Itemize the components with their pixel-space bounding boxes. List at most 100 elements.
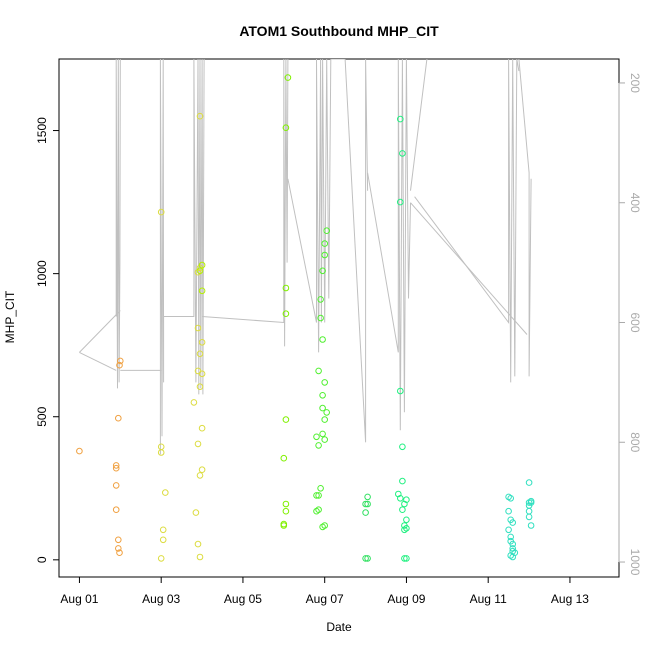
data-point: [280, 454, 288, 462]
data-point: [321, 379, 329, 386]
data-point: [196, 472, 204, 479]
data-point: [321, 240, 329, 247]
data-point: [157, 208, 165, 216]
y-tick-label: 1500: [35, 117, 49, 144]
right-tick-label: 1000: [628, 549, 642, 576]
data-point: [76, 447, 83, 455]
y-axis-label: MHP_CIT: [3, 290, 17, 343]
data-point: [112, 464, 120, 472]
line-series-segment: [410, 202, 528, 335]
y-tick-label: 500: [35, 406, 49, 426]
data-point: [509, 553, 517, 561]
data-point: [315, 367, 322, 375]
data-point: [196, 267, 204, 275]
data-point: [162, 489, 169, 496]
line-series-segment: [414, 59, 520, 383]
data-point: [313, 507, 320, 515]
data-point: [319, 267, 326, 275]
data-point: [319, 336, 326, 343]
data-point: [509, 540, 517, 548]
data-point: [403, 555, 410, 562]
x-tick-label: Aug 11: [470, 592, 507, 606]
data-point: [319, 430, 326, 438]
x-tick-label: Aug 09: [387, 592, 425, 606]
data-point: [364, 500, 371, 508]
data-point: [403, 516, 410, 524]
data-point: [196, 112, 204, 120]
data-point: [194, 440, 202, 448]
data-point: [282, 310, 290, 318]
data-point: [364, 493, 371, 501]
data-point: [284, 74, 292, 81]
data-point: [112, 506, 120, 514]
data-point: [399, 443, 406, 451]
line-series-segment: [202, 59, 289, 347]
data-point: [315, 442, 322, 449]
data-point: [321, 436, 329, 443]
data-point: [362, 500, 369, 508]
data-point: [525, 479, 533, 486]
data-point: [313, 492, 320, 499]
data-point: [401, 500, 408, 508]
data-point: [397, 495, 404, 502]
x-tick-label: Aug 03: [142, 592, 180, 606]
line-series-group: [79, 59, 532, 455]
data-point: [507, 533, 515, 541]
data-point: [315, 492, 322, 499]
line-series-segment: [330, 59, 369, 443]
x-axis: Aug 01 Aug 03 Aug 05 Aug 07 Aug 09 Aug 11 Aug …: [60, 576, 589, 606]
data-point: [282, 507, 290, 515]
data-point: [115, 414, 122, 422]
right-axis: 200 400 600 800 1000: [618, 73, 642, 576]
data-point: [319, 523, 326, 531]
right-tick-label: 600: [628, 312, 642, 332]
data-point: [317, 296, 324, 303]
data-point: [282, 416, 290, 423]
data-point: [159, 526, 167, 534]
data-point: [323, 409, 331, 416]
data-point: [115, 545, 122, 552]
data-point: [196, 350, 204, 358]
data-point: [525, 513, 533, 521]
x-tick-label: Aug 07: [306, 592, 344, 606]
data-point: [117, 357, 124, 365]
x-axis-label: Date: [326, 620, 352, 634]
line-series-segment: [518, 59, 532, 377]
data-point: [159, 536, 167, 544]
data-point: [198, 261, 206, 269]
data-point: [157, 555, 165, 562]
data-point: [525, 507, 533, 515]
data-point: [525, 499, 533, 506]
data-point: [399, 506, 406, 514]
y-tick-label: 1000: [35, 260, 49, 287]
data-point: [194, 540, 202, 548]
data-point: [397, 115, 404, 123]
data-point: [401, 555, 408, 562]
line-series-segment: [367, 59, 411, 431]
data-point: [112, 482, 120, 489]
line-series-segment: [159, 59, 205, 455]
data-point: [505, 507, 512, 515]
data-point: [116, 361, 123, 369]
data-point: [403, 525, 410, 532]
data-point: [323, 227, 331, 234]
data-point: [194, 324, 202, 332]
data-point: [321, 416, 329, 423]
x-tick-label: Aug 05: [224, 592, 262, 606]
line-series-segment: [115, 59, 121, 389]
data-point: [198, 466, 206, 474]
line-series-segment: [79, 351, 117, 371]
right-tick-label: 400: [628, 193, 642, 213]
data-point: [157, 449, 165, 456]
data-point: [282, 284, 290, 292]
line-series-segment: [79, 310, 121, 353]
chart-title: ATOM1 Southbound MHP_CIT: [239, 23, 439, 39]
plot-frame: [58, 58, 620, 578]
data-point: [319, 404, 326, 412]
data-point: [527, 522, 535, 529]
data-point: [196, 553, 204, 561]
data-point: [319, 392, 326, 399]
data-point: [198, 424, 206, 432]
data-point: [509, 519, 517, 526]
data-point: [116, 549, 123, 557]
